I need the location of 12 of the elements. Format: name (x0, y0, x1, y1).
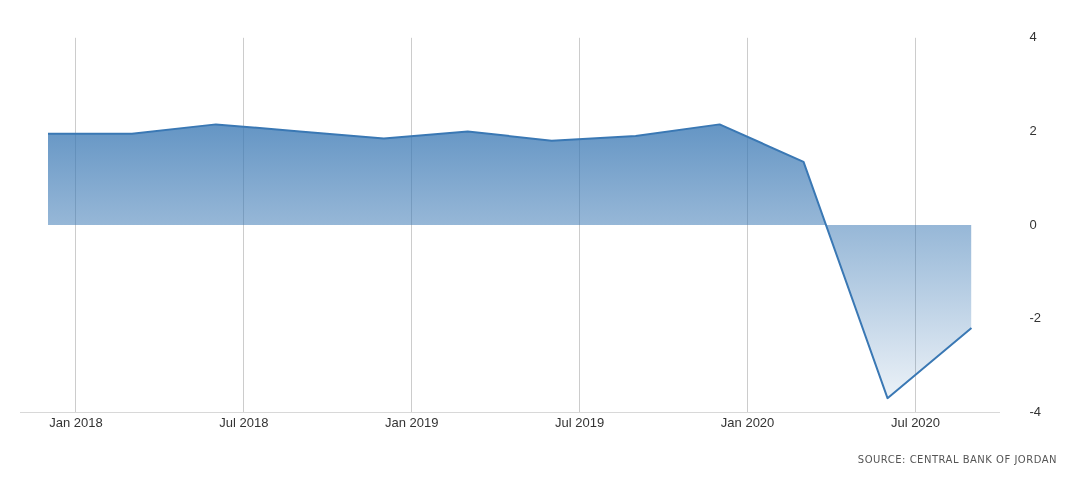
y-tick-label: 2 (1029, 122, 1037, 138)
y-tick-label: 0 (1029, 216, 1037, 232)
source-note: SOURCE: CENTRAL BANK OF JORDAN (857, 454, 1057, 465)
x-tick-label: Jan 2019 (385, 414, 439, 430)
y-tick-label: -4 (1029, 403, 1041, 419)
x-tick-label: Jan 2020 (720, 414, 775, 430)
y-tick-label: 4 (1029, 29, 1037, 45)
x-tick-label: Jul 2020 (890, 414, 941, 430)
y-tick-label: -2 (1029, 310, 1041, 326)
x-tick-label: Jul 2018 (219, 414, 269, 430)
x-tick-label: Jan 2018 (49, 414, 103, 430)
x-tick-label: Jul 2019 (555, 414, 605, 430)
